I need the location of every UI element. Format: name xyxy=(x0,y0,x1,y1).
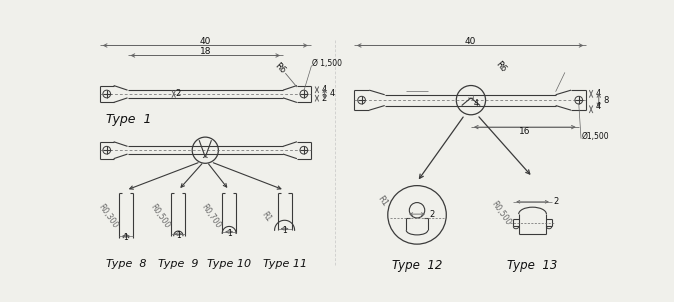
Text: R1: R1 xyxy=(259,210,273,223)
Text: R1: R1 xyxy=(375,194,390,208)
Text: Type 10: Type 10 xyxy=(207,259,251,269)
Text: R0,700: R0,700 xyxy=(200,203,222,230)
Text: 4: 4 xyxy=(596,102,601,111)
Text: Type  13: Type 13 xyxy=(508,259,557,272)
Text: 2: 2 xyxy=(553,197,559,206)
Text: Ø 1,500: Ø 1,500 xyxy=(312,59,342,68)
Text: 2: 2 xyxy=(175,89,181,98)
Text: 1: 1 xyxy=(176,231,181,240)
Text: 16: 16 xyxy=(519,127,530,136)
Text: 4: 4 xyxy=(321,85,327,94)
Text: Type 11: Type 11 xyxy=(263,259,307,269)
Text: R6: R6 xyxy=(493,60,508,74)
Text: 18: 18 xyxy=(200,47,211,56)
Text: Type  12: Type 12 xyxy=(392,259,442,272)
Text: Ø1,500: Ø1,500 xyxy=(582,132,609,141)
Text: Type  1: Type 1 xyxy=(106,113,151,126)
Text: 2: 2 xyxy=(429,210,435,219)
Text: 4: 4 xyxy=(596,89,601,98)
Text: 1: 1 xyxy=(226,229,232,238)
Text: R0,300: R0,300 xyxy=(96,203,119,230)
Text: Type  8: Type 8 xyxy=(106,259,146,269)
Text: 8: 8 xyxy=(603,96,609,105)
Text: R0,500: R0,500 xyxy=(148,203,171,230)
Text: 2: 2 xyxy=(321,94,327,103)
Text: R6: R6 xyxy=(273,61,287,76)
Text: Type  9: Type 9 xyxy=(158,259,199,269)
Text: 40: 40 xyxy=(200,37,211,46)
Text: 1: 1 xyxy=(123,233,128,242)
Text: 1: 1 xyxy=(282,226,287,235)
Text: R0,500: R0,500 xyxy=(489,200,512,227)
Text: 4: 4 xyxy=(474,99,479,108)
Text: 40: 40 xyxy=(464,37,476,46)
Text: 4: 4 xyxy=(330,89,334,98)
